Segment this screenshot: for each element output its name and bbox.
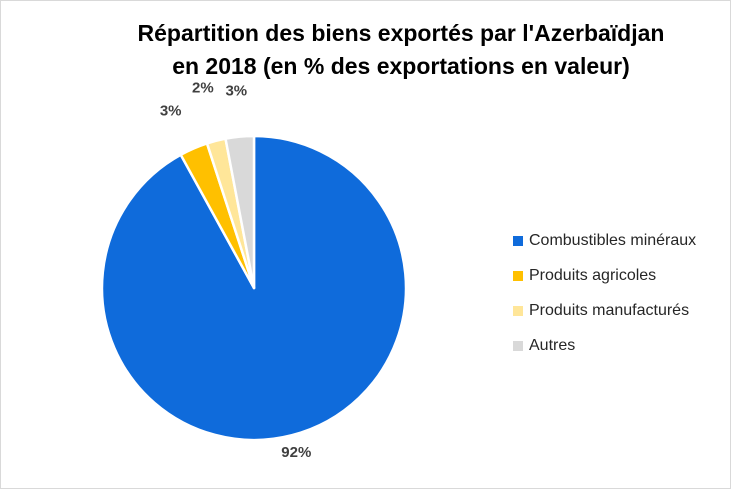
legend-swatch (513, 340, 523, 351)
data-label-combustibles-mineraux: 92% (281, 444, 311, 461)
chart-title-line-1: Répartition des biens exportés par l'Aze… (137, 20, 665, 46)
legend-label: Produits manufacturés (529, 301, 690, 319)
data-label-produits-agricoles: 3% (160, 102, 182, 119)
legend-label: Autres (529, 336, 576, 354)
legend-swatch (513, 305, 523, 316)
legend-item-produits-agricoles: Produits agricoles (513, 258, 696, 293)
legend-label: Produits agricoles (529, 266, 657, 284)
legend-label: Combustibles minéraux (529, 231, 697, 249)
legend-item-autres: Autres (513, 328, 696, 363)
pie-slice-autres (224, 134, 256, 290)
legend: Combustibles minéraux Produits agricoles… (513, 223, 696, 363)
legend-swatch (513, 235, 523, 246)
data-label-autres: 3% (225, 82, 247, 99)
chart-title: Répartition des biens exportés par l'Aze… (81, 17, 721, 83)
data-label-produits-manufactures: 2% (192, 80, 214, 97)
legend-item-combustibles-mineraux: Combustibles minéraux (513, 223, 696, 258)
legend-item-produits-manufactures: Produits manufacturés (513, 293, 696, 328)
legend-swatch (513, 270, 523, 281)
chart-title-line-2: en 2018 (en % des exportations en valeur… (172, 53, 630, 79)
